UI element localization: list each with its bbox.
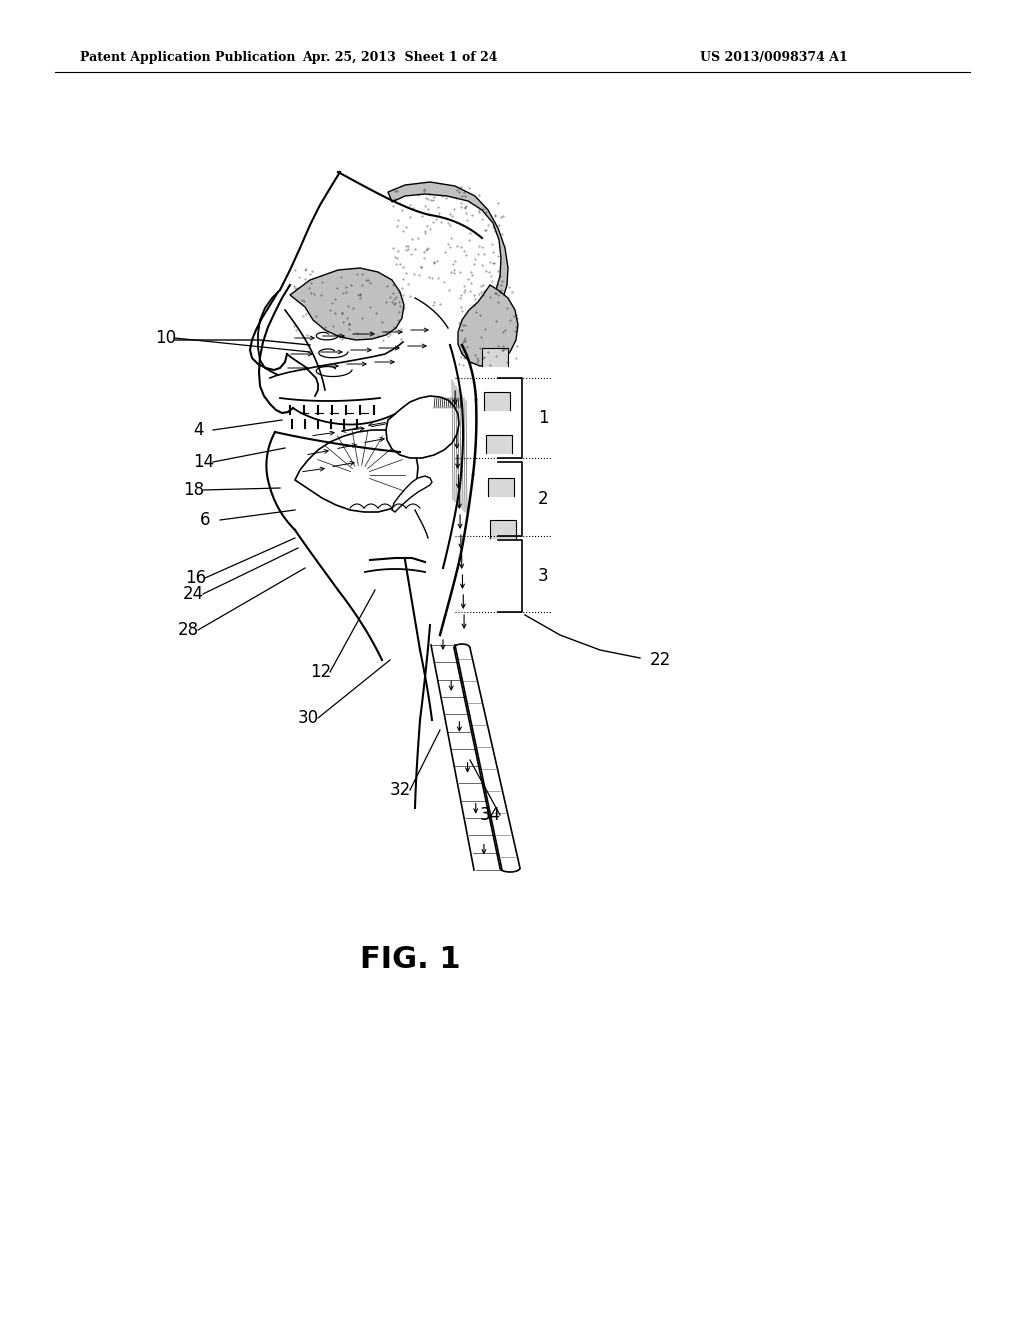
Text: 16: 16: [185, 569, 206, 587]
Text: 28: 28: [178, 620, 199, 639]
Text: 12: 12: [310, 663, 331, 681]
Text: 14: 14: [193, 453, 214, 471]
Text: 24: 24: [183, 585, 204, 603]
Polygon shape: [486, 436, 512, 455]
Text: 22: 22: [650, 651, 672, 669]
Polygon shape: [482, 348, 508, 368]
Text: 30: 30: [298, 709, 319, 727]
Text: 18: 18: [183, 480, 204, 499]
Text: 3: 3: [538, 568, 549, 585]
Polygon shape: [458, 285, 518, 366]
Polygon shape: [392, 477, 432, 512]
Polygon shape: [490, 520, 516, 540]
Polygon shape: [484, 392, 510, 412]
Text: 1: 1: [538, 409, 549, 426]
Polygon shape: [295, 430, 418, 512]
Text: 4: 4: [193, 421, 204, 440]
Text: 32: 32: [390, 781, 412, 799]
Text: FIG. 1: FIG. 1: [359, 945, 461, 974]
Text: 34: 34: [480, 807, 501, 824]
Text: 10: 10: [155, 329, 176, 347]
Text: Patent Application Publication: Patent Application Publication: [80, 51, 296, 65]
Text: 6: 6: [200, 511, 211, 529]
Text: 2: 2: [538, 490, 549, 508]
Polygon shape: [488, 478, 514, 498]
Polygon shape: [386, 396, 459, 458]
Polygon shape: [290, 268, 404, 341]
Text: Apr. 25, 2013  Sheet 1 of 24: Apr. 25, 2013 Sheet 1 of 24: [302, 51, 498, 65]
Text: US 2013/0098374 A1: US 2013/0098374 A1: [700, 51, 848, 65]
Polygon shape: [388, 182, 508, 308]
